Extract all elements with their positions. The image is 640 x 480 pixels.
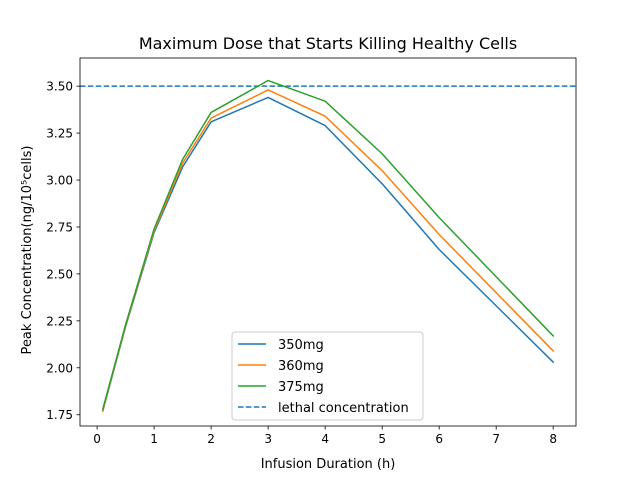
x-tick-label-1: 1 <box>150 432 158 446</box>
axes-frame <box>79 57 577 427</box>
y-tick-label-4: 2.75 <box>46 220 73 234</box>
chart-title: Maximum Dose that Starts Killing Healthy… <box>139 34 517 53</box>
legend: 350mg 360mg 375mg lethal concentration <box>231 331 424 421</box>
x-tick-label-5: 5 <box>378 432 386 446</box>
y-tick-label-7: 3.50 <box>46 80 73 94</box>
x-tick-label-6: 6 <box>435 432 443 446</box>
x-tick-label-7: 7 <box>492 432 500 446</box>
y-tick-label-5: 3.00 <box>46 174 73 188</box>
y-tick-label-1: 2.00 <box>46 361 73 375</box>
legend-label-2: 375mg <box>278 380 324 395</box>
x-tick-label-0: 0 <box>93 432 101 446</box>
y-tick-label-2: 2.25 <box>46 314 73 328</box>
legend-box <box>231 331 424 421</box>
x-axis-label: Infusion Duration (h) <box>261 457 396 472</box>
x-tick-label-4: 4 <box>321 432 329 446</box>
legend-label-0: 350mg <box>278 338 324 353</box>
axis-ticks: 0 1 2 3 4 5 6 7 8 1.75 2.00 2.25 2.50 2.75 3.00 3.25 3.5… <box>46 80 557 446</box>
y-tick-label-0: 1.75 <box>46 408 73 422</box>
plot-area <box>79 57 577 427</box>
legend-label-1: 360mg <box>278 359 324 374</box>
series-line-2 <box>101 79 555 411</box>
y-tick-label-3: 2.50 <box>46 267 73 281</box>
x-tick-label-8: 8 <box>549 432 557 446</box>
x-tick-label-3: 3 <box>264 432 272 446</box>
y-axis-label: Peak Concentration(ng/10⁵cells) <box>20 146 35 355</box>
y-tick-label-6: 3.25 <box>46 127 73 141</box>
legend-label-3: lethal concentration <box>278 401 409 416</box>
x-tick-label-2: 2 <box>207 432 215 446</box>
